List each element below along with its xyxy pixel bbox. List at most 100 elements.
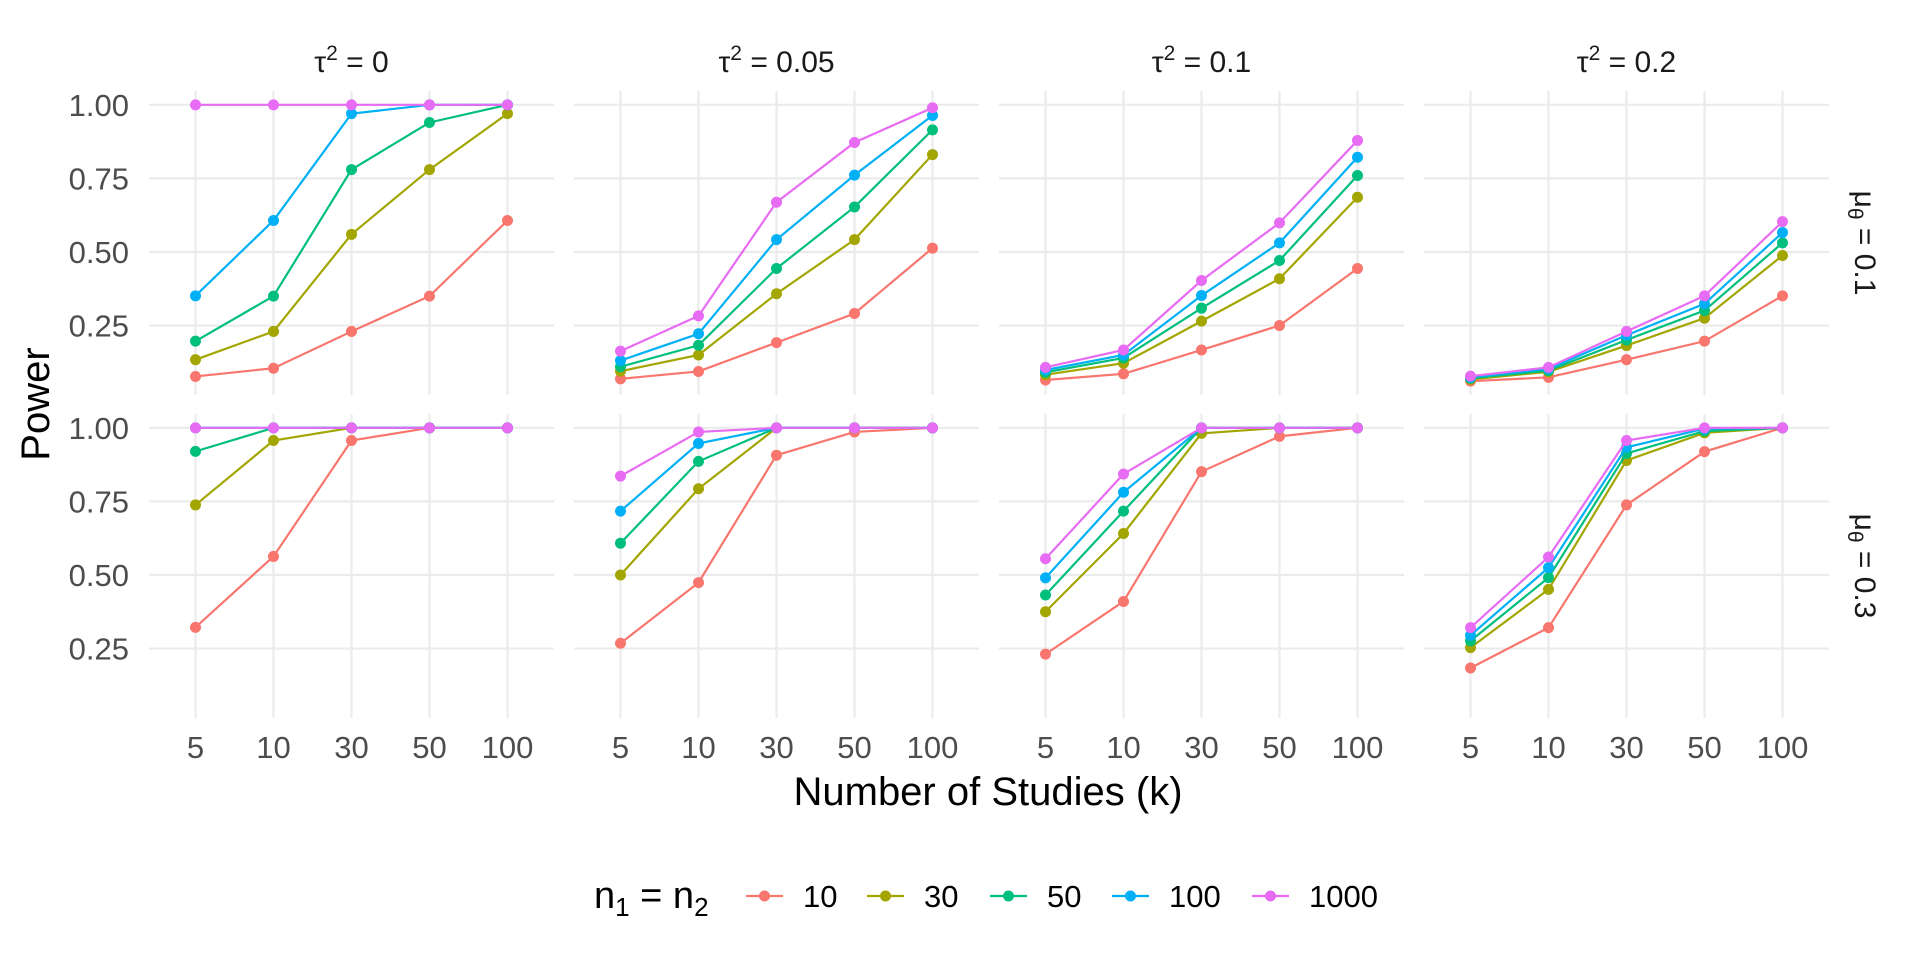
x-tick-label: 30 [1609,730,1643,765]
data-point-n1000-k30 [1196,275,1207,287]
data-point-n1000-k100 [927,422,938,434]
series-lines [190,99,1788,674]
facet-strips: τ2 = 0 τ2 = 0.05 τ2 = 0.1 τ2 = 0.2 μθ = 0.1 μ… [314,42,1881,618]
data-point-n30-k10 [1543,583,1554,595]
data-point-n30-k50 [849,234,860,246]
data-point-n10-k5 [615,637,626,649]
data-point-n10-k30 [346,434,357,446]
data-point-n1000-k10 [693,310,704,322]
data-point-n30-k100 [1777,250,1788,262]
data-point-n10-k30 [771,449,782,461]
data-point-n1000-k5 [1465,370,1476,382]
panel-r1-c2 [1040,422,1363,660]
data-point-n50-k10 [693,339,704,351]
data-point-n30-k10 [693,349,704,361]
data-point-n1000-k5 [190,99,201,111]
panel-r0-c0 [190,99,513,382]
data-point-n100-k10 [1543,562,1554,574]
data-point-n1000-k100 [927,102,938,114]
legend-key-point [880,890,891,902]
y-tick-label: 1.00 [69,88,129,123]
data-point-n100-k5 [190,290,201,302]
data-point-n10-k5 [190,621,201,633]
data-point-n1000-k50 [1699,422,1710,434]
legend-label: 30 [924,879,958,914]
legend-label: 100 [1169,879,1221,914]
data-point-n1000-k5 [1040,361,1051,373]
legend-key-point [1125,890,1136,902]
data-point-n10-k10 [693,577,704,589]
data-point-n50-k50 [849,201,860,213]
data-point-n30-k5 [615,569,626,581]
legend-key-point [759,890,770,902]
strip-label-mu-0.1: μθ = 0.1 [1843,191,1881,296]
data-point-n30-k100 [502,108,513,120]
legend-item-n1000: 1000 [1252,879,1378,914]
data-point-n30-k10 [1118,527,1129,539]
data-point-n10-k10 [1543,622,1554,634]
data-point-n1000-k5 [190,422,201,434]
data-point-n1000-k50 [1274,217,1285,229]
data-point-n50-k30 [1196,302,1207,314]
data-point-n1000-k5 [615,345,626,357]
data-point-n30-k30 [1196,315,1207,327]
data-point-n1000-k30 [771,196,782,208]
data-point-n100-k5 [615,355,626,367]
data-point-n50-k100 [927,124,938,136]
x-tick-label: 100 [1332,730,1384,765]
x-tick-label: 5 [612,730,629,765]
x-tick-label: 100 [907,730,959,765]
data-point-n10-k30 [346,325,357,337]
axis-ticks: 0.25 0.50 0.75 1.00 0.25 0.50 0.75 1.00 5 10 30 50 1… [69,88,1809,765]
legend-item-n30: 30 [867,879,958,914]
x-tick-label: 5 [1037,730,1054,765]
x-axis-title: Number of Studies (k) [793,770,1182,814]
data-point-n30-k10 [693,483,704,495]
data-point-n1000-k10 [1118,468,1129,480]
data-point-n10-k50 [424,290,435,302]
data-point-n1000-k5 [615,470,626,482]
legend-key-point [1265,890,1276,902]
data-point-n1000-k100 [1352,134,1363,146]
legend-key-point [1003,890,1014,902]
data-point-n1000-k50 [424,422,435,434]
data-point-n50-k5 [1040,589,1051,601]
data-point-n1000-k100 [1352,422,1363,434]
data-point-n50-k50 [1274,255,1285,267]
data-point-n1000-k10 [1543,551,1554,563]
legend-item-n50: 50 [990,879,1081,914]
y-tick-label: 0.50 [69,558,129,593]
data-point-n1000-k30 [346,99,357,111]
data-point-n1000-k10 [268,422,279,434]
panel-r1-c1 [615,422,938,649]
data-point-n100-k30 [1196,290,1207,302]
data-point-n10-k30 [1196,466,1207,478]
legend-title-sub1: 1 [615,892,629,922]
data-point-n100-k10 [1118,486,1129,498]
x-tick-label: 50 [412,730,446,765]
data-point-n50-k5 [190,445,201,457]
x-tick-label: 50 [1262,730,1296,765]
data-point-n10-k100 [502,214,513,226]
y-tick-label: 0.75 [69,161,129,196]
data-point-n30-k100 [927,149,938,161]
data-point-n1000-k10 [1118,344,1129,356]
data-point-n10-k5 [615,373,626,385]
strip-label-tau2-0.05: τ2 = 0.05 [718,42,834,79]
x-tick-label: 10 [256,730,290,765]
data-point-n1000-k100 [1777,216,1788,228]
panel-r0-c1 [615,102,938,385]
x-tick-label: 30 [334,730,368,765]
data-point-n30-k50 [1274,273,1285,285]
y-tick-label: 1.00 [69,411,129,446]
x-tick-label: 30 [759,730,793,765]
data-point-n30-k50 [424,164,435,176]
y-tick-label: 0.50 [69,235,129,270]
legend-label: 50 [1047,879,1081,914]
gridlines [149,91,1829,718]
legend-keys: 10 30 50 100 1000 [746,879,1378,914]
data-point-n10-k30 [771,337,782,349]
data-point-n100-k100 [1352,151,1363,163]
data-point-n1000-k50 [1699,290,1710,302]
